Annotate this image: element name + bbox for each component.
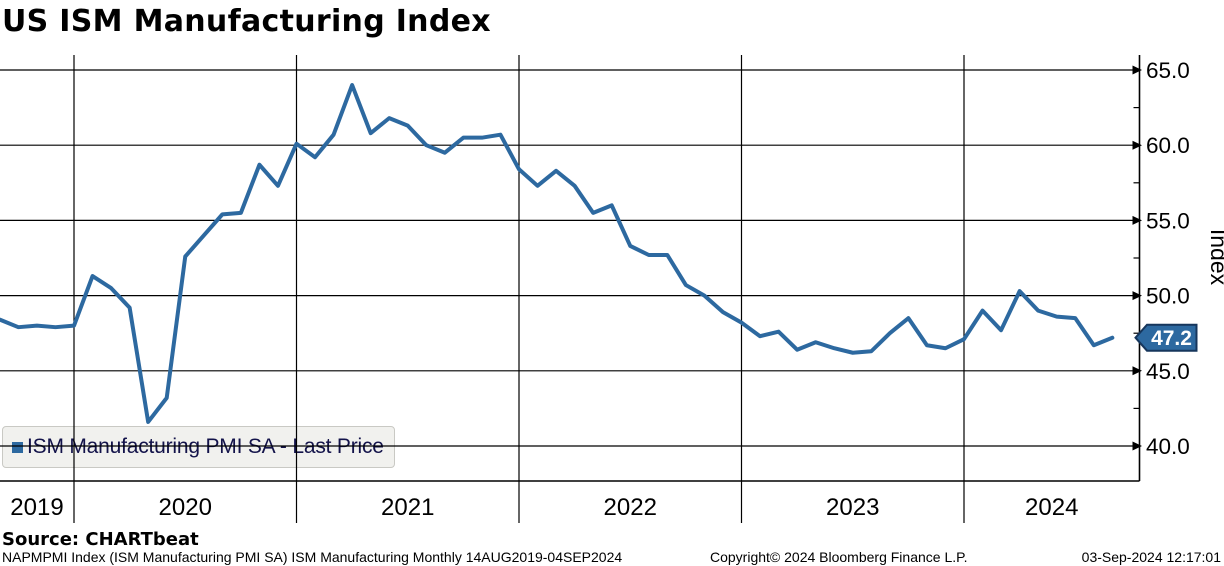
svg-text:65.0: 65.0 — [1146, 58, 1190, 83]
last-price-badge-shape — [1134, 323, 1198, 352]
chart-generated-layers: 2019 2020 2021 2022 2023 2024 40.0 45.0 50.0 55.0… — [0, 55, 1190, 523]
footer-description: NAPMPMI Index (ISM Manufacturing PMI SA)… — [2, 549, 623, 565]
footer-bar: NAPMPMI Index (ISM Manufacturing PMI SA)… — [0, 549, 1224, 565]
svg-text:45.0: 45.0 — [1146, 359, 1190, 384]
svg-text:2022: 2022 — [604, 494, 657, 521]
last-price-badge: 47.2 — [1134, 323, 1198, 352]
svg-text:60.0: 60.0 — [1146, 133, 1190, 158]
svg-text:2024: 2024 — [1025, 494, 1078, 521]
svg-text:2021: 2021 — [381, 494, 434, 521]
svg-text:2023: 2023 — [826, 494, 879, 521]
legend-series-swatch-icon — [12, 441, 23, 453]
legend[interactable]: ISM Manufacturing PMI SA - Last Price — [2, 426, 395, 468]
svg-text:55.0: 55.0 — [1146, 208, 1190, 233]
svg-text:2019: 2019 — [10, 494, 63, 521]
footer-copyright: Copyright© 2024 Bloomberg Finance L.P. — [710, 549, 968, 565]
footer-datetime: 03-Sep-2024 12:17:01 — [1081, 549, 1221, 565]
y-axis-title: Index — [1206, 229, 1224, 286]
last-price-value: 47.2 — [1151, 327, 1192, 350]
svg-text:50.0: 50.0 — [1146, 284, 1190, 309]
chart-title: US ISM Manufacturing Index — [2, 4, 491, 39]
svg-text:2020: 2020 — [159, 494, 212, 521]
svg-text:40.0: 40.0 — [1146, 434, 1190, 459]
source-line: Source: CHARTbeat — [2, 529, 199, 550]
